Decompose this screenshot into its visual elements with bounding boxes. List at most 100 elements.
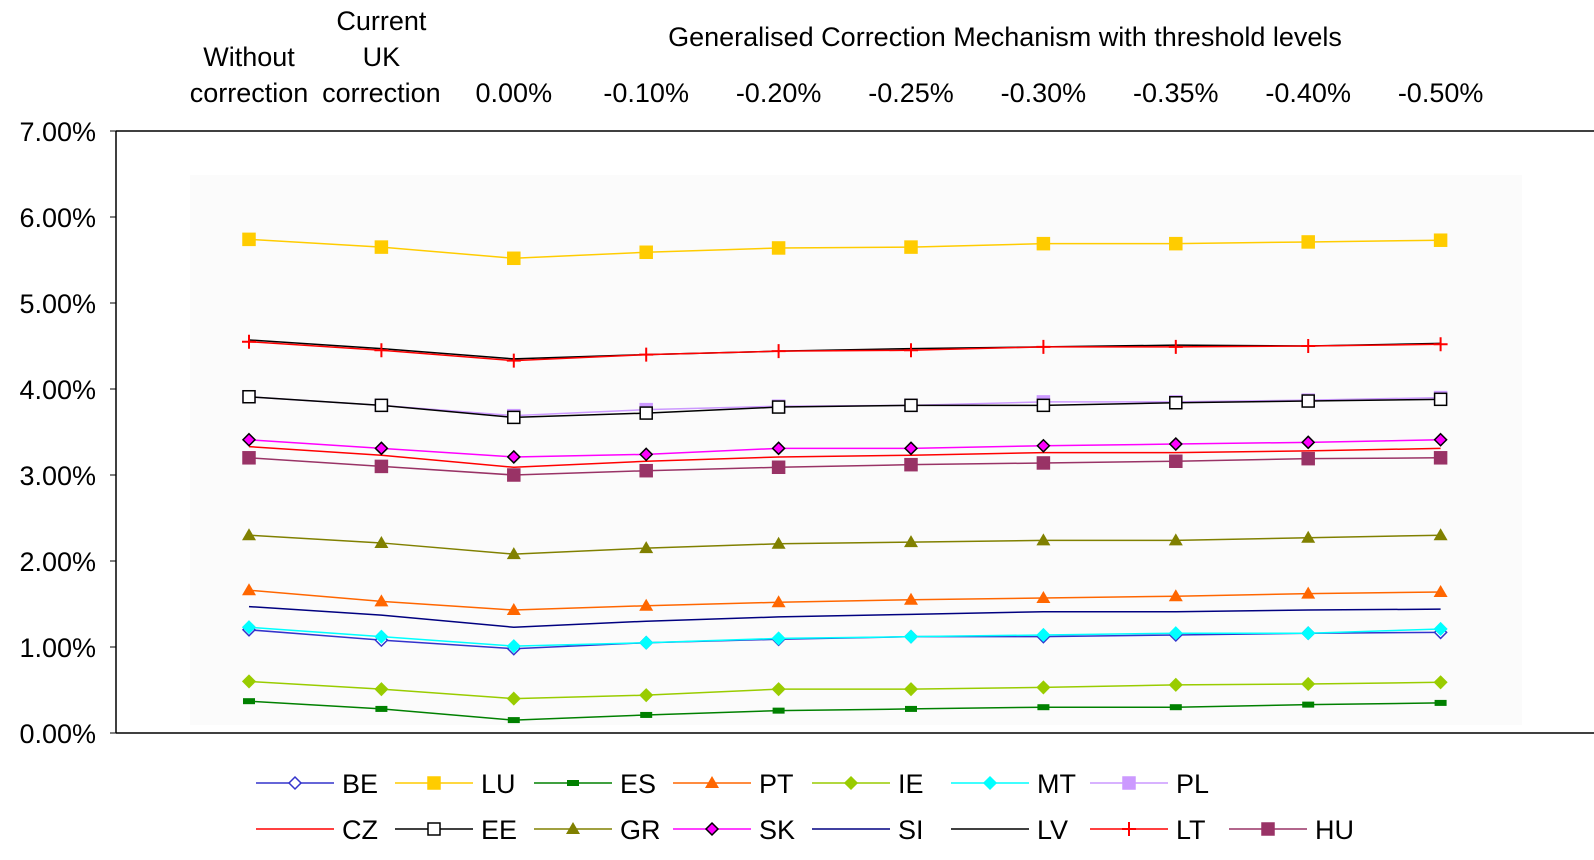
marker <box>1301 235 1315 249</box>
legend-marker <box>1122 776 1136 790</box>
marker <box>374 535 389 548</box>
marker <box>1168 339 1183 354</box>
marker <box>771 460 786 475</box>
legend-label: MT <box>1037 769 1076 799</box>
legend-label: GR <box>620 815 661 845</box>
series-line <box>248 395 1441 419</box>
legend-label: LV <box>1037 815 1068 845</box>
legend-marker <box>705 776 719 788</box>
marker <box>903 629 919 644</box>
y-tick-label: 5.00% <box>19 289 96 319</box>
marker <box>374 343 389 358</box>
x-category-label: -0.10% <box>603 78 689 108</box>
marker <box>1301 435 1316 450</box>
marker <box>771 241 786 255</box>
marker <box>1036 398 1051 413</box>
marker <box>1169 396 1183 410</box>
marker <box>904 343 918 358</box>
legend-label: BE <box>342 769 378 799</box>
marker <box>1168 533 1183 546</box>
marker <box>1169 704 1182 711</box>
marker <box>507 468 521 482</box>
legend-label: CZ <box>342 815 378 845</box>
marker <box>1434 699 1447 706</box>
x-category-label: -0.25% <box>868 78 954 108</box>
marker <box>1168 436 1183 452</box>
y-tick-label: 2.00% <box>19 547 96 577</box>
marker <box>1433 584 1448 597</box>
marker <box>241 674 257 689</box>
legend-marker <box>427 776 441 790</box>
series-line <box>248 626 1441 647</box>
marker <box>639 688 654 703</box>
marker <box>1168 589 1183 602</box>
legend-marker <box>843 775 859 791</box>
marker <box>241 432 257 447</box>
marker <box>639 406 653 420</box>
marker <box>1433 337 1448 352</box>
series-line <box>248 589 1441 611</box>
x-category-label: -0.30% <box>1001 78 1087 108</box>
marker <box>771 631 786 646</box>
marker <box>1433 392 1448 407</box>
marker <box>903 441 919 456</box>
legend-label: SK <box>759 815 795 845</box>
marker <box>1301 676 1316 692</box>
marker <box>1037 704 1050 711</box>
marker <box>374 459 389 474</box>
marker <box>1301 530 1316 543</box>
marker <box>1301 394 1315 408</box>
legend-marker <box>566 822 580 834</box>
marker <box>1036 236 1051 251</box>
marker <box>1433 675 1448 690</box>
marker <box>1433 432 1448 447</box>
legend-marker <box>1261 822 1275 836</box>
legend-marker <box>287 775 303 791</box>
x-category-label: -0.20% <box>736 78 822 108</box>
marker <box>639 635 654 650</box>
marker <box>771 441 786 456</box>
marker <box>904 592 918 605</box>
legend-label: IE <box>898 769 924 799</box>
marker <box>905 705 917 712</box>
marker <box>639 541 654 554</box>
marker <box>903 682 919 697</box>
marker <box>242 232 256 247</box>
marker <box>1169 236 1183 251</box>
marker <box>506 353 521 368</box>
marker <box>242 583 256 596</box>
legend-marker <box>567 780 579 786</box>
legend-label: HU <box>1315 815 1354 845</box>
series-line <box>248 438 1441 458</box>
marker <box>507 717 520 724</box>
x-category-label: Without correction <box>190 42 309 108</box>
y-tick-label: 7.00% <box>19 117 96 147</box>
marker <box>1036 339 1051 354</box>
legend-marker <box>704 821 720 837</box>
y-tick-label: 6.00% <box>19 203 96 233</box>
x-category-label: 0.00% <box>476 78 553 108</box>
marker <box>242 334 256 349</box>
series-line <box>248 339 1441 360</box>
marker <box>771 400 786 414</box>
marker <box>1036 680 1051 695</box>
marker <box>1302 701 1315 708</box>
marker <box>904 457 918 472</box>
series-line <box>248 700 1441 721</box>
y-tick-label: 4.00% <box>19 375 96 405</box>
marker <box>771 344 786 359</box>
marker <box>771 595 786 608</box>
marker <box>375 705 388 712</box>
series-line <box>248 445 1441 469</box>
marker <box>506 639 521 654</box>
marker <box>374 682 389 697</box>
marker <box>1301 626 1316 641</box>
marker <box>639 463 653 478</box>
marker <box>1301 451 1315 466</box>
marker <box>1433 621 1448 637</box>
marker <box>1301 339 1316 353</box>
marker <box>639 598 654 611</box>
marker <box>507 410 521 425</box>
marker <box>1036 627 1051 643</box>
